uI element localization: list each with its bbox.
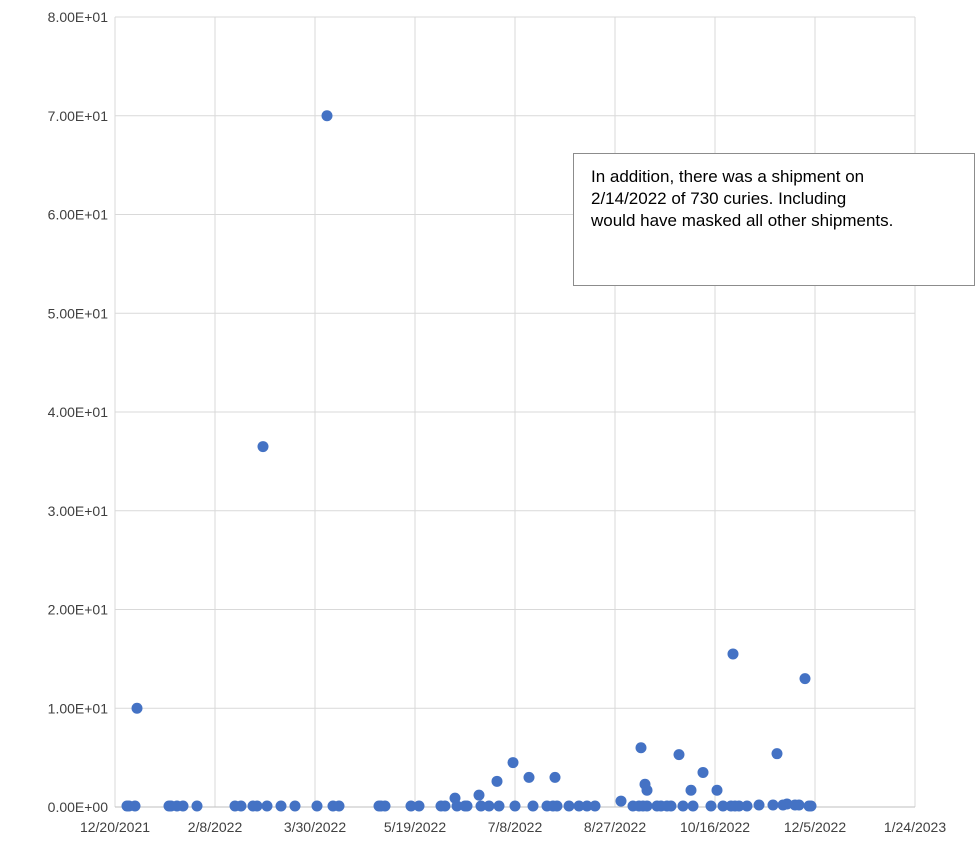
data-point [321,110,333,122]
data-point [509,800,521,812]
data-point [251,800,263,812]
x-tick-label: 12/20/2021 [80,819,150,835]
data-points [121,110,817,812]
data-point [191,800,203,812]
data-point [405,800,417,812]
data-point [697,766,709,778]
x-tick-label: 12/5/2022 [784,819,846,835]
data-point [665,800,677,812]
y-tick-label: 4.00E+01 [48,404,109,420]
data-point [641,784,653,796]
data-point [711,784,723,796]
data-point [235,800,247,812]
data-point [527,800,539,812]
x-axis-tick-labels: 12/20/2021 2/8/2022 3/30/2022 5/19/2022 7/8/… [80,819,946,835]
y-tick-label: 0.00E+00 [48,799,109,815]
data-point [799,673,811,685]
data-point [129,800,141,812]
data-point [635,742,647,754]
x-tick-label: 5/19/2022 [384,819,446,835]
data-point [733,800,745,812]
y-tick-label: 5.00E+01 [48,305,109,321]
data-point [727,648,739,660]
data-point [549,771,561,783]
data-point [523,771,535,783]
data-point [379,800,391,812]
data-point [793,799,805,811]
y-tick-label: 2.00E+01 [48,602,109,618]
x-tick-label: 2/8/2022 [188,819,243,835]
annotation-line: 2/14/2022 of 730 curies. Including [591,189,847,208]
data-point [563,800,575,812]
data-point [461,800,473,812]
x-tick-label: 1/24/2023 [884,819,946,835]
data-point [589,800,601,812]
x-tick-label: 7/8/2022 [488,819,543,835]
x-tick-label: 10/16/2022 [680,819,750,835]
data-point [581,800,593,812]
y-tick-label: 6.00E+01 [48,207,109,223]
data-point [641,800,653,812]
annotation-line: would have masked all other shipments. [591,211,894,230]
data-point [257,441,269,453]
x-tick-label: 8/27/2022 [584,819,646,835]
y-tick-label: 7.00E+01 [48,108,109,124]
y-tick-label: 8.00E+01 [48,9,109,25]
data-point [573,800,585,812]
data-point [507,757,519,769]
data-point [177,800,189,812]
data-point [311,800,323,812]
data-point [615,795,627,807]
data-point [261,800,273,812]
data-point [705,800,717,812]
annotation-callout: In addition, there was a shipment on 2/1… [573,153,975,286]
gridlines [115,16,916,807]
data-point [289,800,301,812]
x-tick-label: 3/30/2022 [284,819,346,835]
data-point [413,800,425,812]
data-point [717,800,729,812]
data-point [687,800,699,812]
data-point [473,789,485,801]
data-point [781,798,793,810]
data-point [741,800,753,812]
data-point [491,775,503,787]
data-point [475,800,487,812]
data-point [333,800,345,812]
data-point [131,702,143,714]
data-point [275,800,287,812]
y-tick-label: 1.00E+01 [48,700,109,716]
data-point [483,800,495,812]
data-point [451,800,463,812]
data-point [677,800,689,812]
data-point [771,748,783,760]
data-point [551,800,563,812]
annotation-line: In addition, there was a shipment on [591,167,865,186]
data-point [439,800,451,812]
y-axis-tick-labels: 0.00E+00 1.00E+01 2.00E+01 3.00E+01 4.00E+01… [48,9,109,815]
data-point [673,749,685,761]
data-point [767,799,779,811]
data-point [685,784,697,796]
y-tick-label: 3.00E+01 [48,503,109,519]
data-point [753,799,765,811]
data-point [493,800,505,812]
data-point [805,800,817,812]
